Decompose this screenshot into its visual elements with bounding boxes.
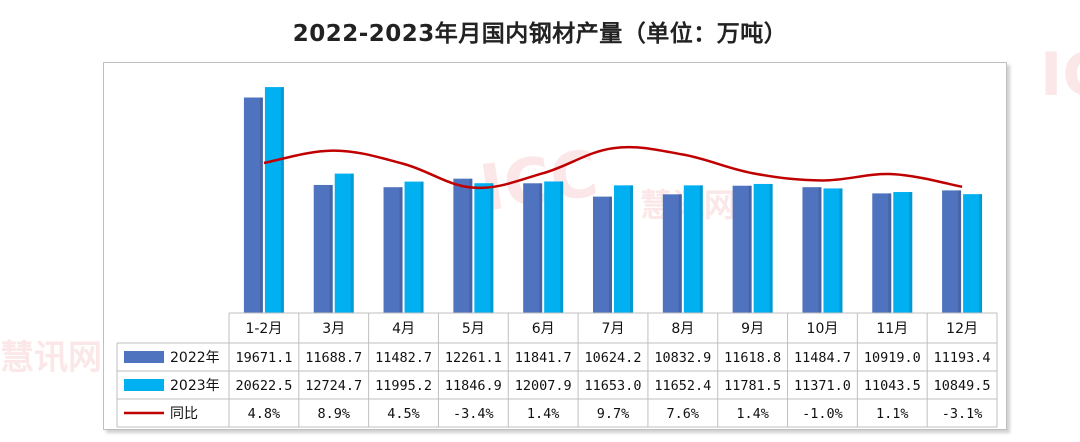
yoy-line bbox=[263, 145, 963, 190]
cell-2-0: 4.8% bbox=[248, 406, 281, 422]
cell-0-10: 11193.4 bbox=[934, 350, 991, 366]
bar-shade-1-0 bbox=[280, 87, 284, 313]
cell-0-0: 19671.1 bbox=[235, 350, 292, 366]
cell-1-2: 11995.2 bbox=[375, 378, 432, 394]
bar-shade-0-9 bbox=[888, 193, 892, 313]
cell-2-9: 1.1% bbox=[876, 406, 909, 422]
cell-1-1: 12724.7 bbox=[305, 378, 362, 394]
cell-1-7: 11781.5 bbox=[724, 378, 781, 394]
bar-2022-4 bbox=[523, 183, 543, 313]
category-label-5: 7月 bbox=[602, 321, 625, 337]
cell-2-3: -3.4% bbox=[453, 406, 494, 422]
category-label-2: 4月 bbox=[392, 321, 415, 337]
bar-shade-0-2 bbox=[399, 187, 403, 313]
bar-2023-2 bbox=[404, 181, 424, 313]
bar-shade-1-5 bbox=[630, 185, 633, 313]
category-label-6: 8月 bbox=[671, 321, 694, 337]
watermark-text-left: 慧讯网 bbox=[0, 338, 102, 378]
bar-2023-6 bbox=[683, 185, 703, 313]
bar-shade-0-8 bbox=[818, 187, 822, 313]
cell-1-8: 11371.0 bbox=[794, 378, 851, 394]
cell-2-2: 4.5% bbox=[387, 406, 420, 422]
cell-0-1: 11688.7 bbox=[305, 350, 362, 366]
category-label-3: 5月 bbox=[462, 321, 485, 337]
cell-0-5: 10624.2 bbox=[585, 350, 642, 366]
bar-shade-1-2 bbox=[420, 181, 424, 313]
cell-0-2: 11482.7 bbox=[375, 350, 432, 366]
cell-2-4: 1.4% bbox=[527, 406, 560, 422]
category-label-9: 11月 bbox=[876, 321, 908, 337]
bar-2023-9 bbox=[893, 192, 913, 313]
bar-2023-10 bbox=[963, 194, 983, 313]
legend-label-1: 2023年 bbox=[170, 378, 220, 394]
cell-1-6: 11652.4 bbox=[654, 378, 711, 394]
category-label-10: 12月 bbox=[946, 321, 978, 337]
cell-0-6: 10832.9 bbox=[654, 350, 711, 366]
bar-shade-0-1 bbox=[329, 184, 333, 313]
bar-shade-1-1 bbox=[350, 173, 354, 313]
category-label-4: 6月 bbox=[532, 321, 555, 337]
bar-2022-3 bbox=[453, 178, 473, 313]
cell-0-9: 10919.0 bbox=[864, 350, 921, 366]
category-label-7: 9月 bbox=[741, 321, 764, 337]
cell-0-3: 12261.1 bbox=[445, 350, 502, 366]
bar-2023-8 bbox=[823, 188, 843, 313]
cell-0-7: 11618.8 bbox=[724, 350, 781, 366]
legend-label-2: 同比 bbox=[170, 406, 198, 422]
bar-2022-8 bbox=[802, 187, 822, 313]
cell-1-3: 11846.9 bbox=[445, 378, 502, 394]
legend-key-1 bbox=[124, 379, 164, 391]
bar-2023-4 bbox=[544, 181, 564, 313]
cell-1-0: 20622.5 bbox=[235, 378, 292, 394]
chart-title: 2022-2023年月国内钢材产量（单位：万吨） bbox=[292, 21, 788, 47]
cell-0-4: 11841.7 bbox=[515, 350, 572, 366]
cell-2-1: 8.9% bbox=[317, 406, 350, 422]
bar-shade-0-6 bbox=[678, 194, 682, 313]
category-label-1: 3月 bbox=[322, 321, 345, 337]
bar-2022-6 bbox=[662, 194, 682, 313]
cell-1-4: 12007.9 bbox=[515, 378, 572, 394]
legend-key-0 bbox=[124, 351, 164, 363]
bar-shade-0-7 bbox=[748, 185, 752, 313]
cell-2-8: -1.0% bbox=[802, 406, 843, 422]
bar-2022-1 bbox=[313, 184, 333, 313]
bar-shade-1-7 bbox=[769, 183, 773, 313]
bar-shade-1-8 bbox=[839, 188, 843, 313]
bar-shade-1-3 bbox=[490, 183, 494, 313]
cell-1-9: 11043.5 bbox=[864, 378, 921, 394]
bar-2022-9 bbox=[872, 193, 892, 313]
bar-2023-5 bbox=[614, 185, 633, 313]
category-label-0: 1-2月 bbox=[245, 321, 282, 337]
cell-2-6: 7.6% bbox=[667, 406, 700, 422]
legend-label-0: 2022年 bbox=[170, 350, 220, 366]
cell-1-10: 10849.5 bbox=[934, 378, 991, 394]
bar-shade-1-10 bbox=[979, 194, 983, 313]
cell-0-8: 11484.7 bbox=[794, 350, 851, 366]
cell-2-7: 1.4% bbox=[736, 406, 769, 422]
bar-2022-2 bbox=[383, 187, 403, 313]
bar-shade-1-9 bbox=[909, 192, 913, 313]
bar-shade-0-3 bbox=[469, 178, 473, 313]
bar-2023-7 bbox=[753, 183, 773, 313]
bar-2022-5 bbox=[593, 196, 612, 313]
watermark-brand-right: ICC bbox=[1040, 40, 1080, 110]
category-label-8: 10月 bbox=[807, 321, 839, 337]
bar-2022-0 bbox=[243, 97, 263, 313]
bar-2023-3 bbox=[474, 183, 494, 313]
bar-2023-1 bbox=[334, 173, 354, 313]
cell-2-5: 9.7% bbox=[597, 406, 630, 422]
bar-shade-0-4 bbox=[539, 183, 543, 313]
bar-2023-0 bbox=[264, 87, 284, 313]
bar-shade-0-0 bbox=[259, 97, 263, 313]
cell-2-10: -3.1% bbox=[942, 406, 983, 422]
bar-shade-1-4 bbox=[560, 181, 564, 313]
bar-2022-7 bbox=[732, 185, 752, 313]
bar-shade-1-6 bbox=[699, 185, 703, 313]
cell-1-5: 11653.0 bbox=[585, 378, 642, 394]
bar-shade-0-10 bbox=[958, 190, 962, 313]
bar-2022-10 bbox=[942, 190, 962, 313]
bar-shade-0-5 bbox=[609, 196, 612, 313]
